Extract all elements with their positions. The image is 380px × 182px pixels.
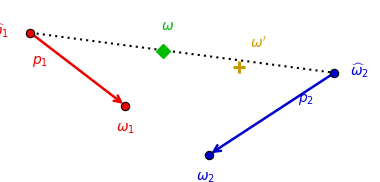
Text: $\omega_1$: $\omega_1$ <box>116 122 135 136</box>
Text: $\omega$: $\omega$ <box>161 19 174 33</box>
Text: $\omega_2$: $\omega_2$ <box>196 171 215 182</box>
Text: $p_1$: $p_1$ <box>32 54 48 69</box>
Text: $\widehat{\omega}_2$: $\widehat{\omega}_2$ <box>350 62 369 80</box>
Text: $\widehat{\omega}_1$: $\widehat{\omega}_1$ <box>0 22 10 40</box>
Text: $\omega'$: $\omega'$ <box>250 36 267 51</box>
Text: $p_2$: $p_2$ <box>298 92 314 107</box>
